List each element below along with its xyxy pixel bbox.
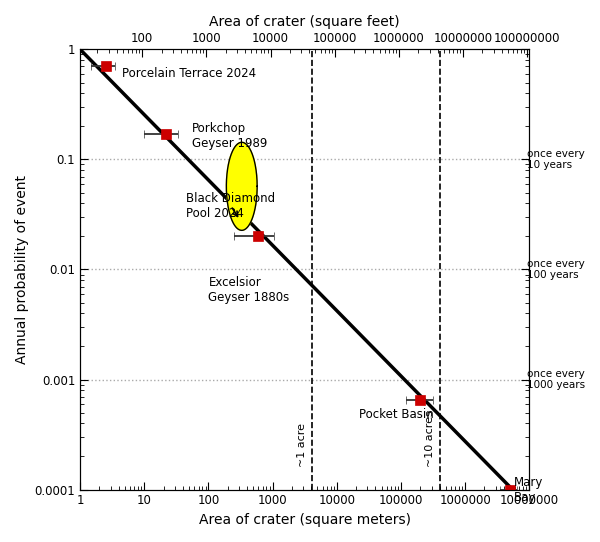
Text: Black Diamond
Pool 2024: Black Diamond Pool 2024 <box>186 192 275 220</box>
X-axis label: Area of crater (square feet): Area of crater (square feet) <box>209 15 400 29</box>
Text: ~1 acre: ~1 acre <box>297 423 307 467</box>
X-axis label: Area of crater (square meters): Area of crater (square meters) <box>199 513 411 527</box>
Text: ~10 acres: ~10 acres <box>425 410 436 467</box>
Text: once every
100 years: once every 100 years <box>527 259 585 280</box>
Text: Porcelain Terrace 2024: Porcelain Terrace 2024 <box>122 67 256 80</box>
Text: Porkchop
Geyser 1989: Porkchop Geyser 1989 <box>192 121 267 150</box>
Text: Pocket Basin: Pocket Basin <box>359 408 434 421</box>
Text: once every
1000 years: once every 1000 years <box>527 369 585 390</box>
Text: Mary
Bay: Mary Bay <box>514 475 544 504</box>
Text: once every
10 years: once every 10 years <box>527 149 585 170</box>
Polygon shape <box>226 143 257 230</box>
Y-axis label: Annual probability of event: Annual probability of event <box>15 175 29 364</box>
Text: Excelsior
Geyser 1880s: Excelsior Geyser 1880s <box>208 276 290 304</box>
